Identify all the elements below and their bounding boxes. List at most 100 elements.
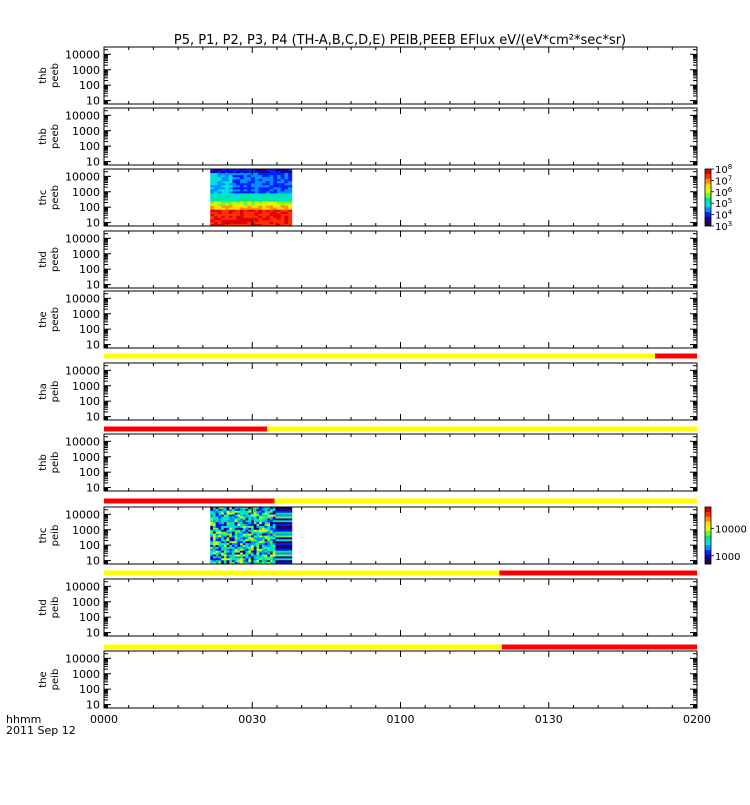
spectrogram-cell <box>270 507 274 510</box>
spectrogram-cell <box>276 221 282 225</box>
spectrogram-cell <box>264 552 268 555</box>
spectrogram-cell <box>221 537 225 540</box>
spectrogram-cell <box>231 539 236 542</box>
panel-product-label: peeb <box>50 247 61 272</box>
spectrogram-cell <box>280 187 285 190</box>
spectrogram-cell <box>243 169 248 172</box>
spectrogram-cell <box>245 520 249 523</box>
spectrogram-cell <box>270 539 274 542</box>
spectrogram-cell <box>269 191 274 194</box>
spectrogram-cell <box>289 552 293 555</box>
spectrogram-cell <box>261 548 266 552</box>
spectrogram-cell <box>221 197 226 200</box>
x-tick-label: 0200 <box>683 713 711 726</box>
spectrogram-cell <box>273 215 278 219</box>
spectrogram-cell <box>288 169 293 172</box>
spectrogram-cell <box>236 199 241 202</box>
spectrogram-cell <box>240 520 244 523</box>
spectrogram-cell <box>276 207 282 211</box>
spectrogram-cell <box>267 558 271 561</box>
spectrogram-cell <box>239 185 245 188</box>
spectrogram-cell <box>269 187 274 190</box>
spectrogram-cell <box>280 548 285 552</box>
spectrogram-cell <box>232 217 237 221</box>
spectrogram-cell <box>210 209 215 213</box>
spectrogram-cell <box>280 175 285 178</box>
spectrogram-cell <box>284 179 289 182</box>
spectrogram-cell <box>242 548 246 552</box>
y-tick-label: 100 <box>79 263 100 276</box>
spectrogram-cell <box>231 510 236 514</box>
spectrogram-cell <box>223 537 227 540</box>
spectrogram-cell <box>251 201 256 205</box>
spectrogram-cell <box>278 554 282 557</box>
spectrogram-cell <box>242 507 246 510</box>
spectrogram-cell <box>276 213 282 217</box>
spectrogram-cell <box>245 548 249 552</box>
spectrogram-cell <box>226 529 230 533</box>
spectrogram-cell <box>242 537 246 540</box>
spectrogram-cell <box>286 554 290 557</box>
spectrogram-cell <box>218 535 222 538</box>
spectrogram-cell <box>288 179 293 182</box>
y-tick-label: 1000 <box>72 125 100 138</box>
spectrogram-cell <box>264 537 268 540</box>
spectrogram-cell <box>213 207 219 211</box>
spectrogram-cell <box>251 197 256 200</box>
spectrogram-cell <box>228 181 233 184</box>
spectrogram-cell <box>232 173 237 176</box>
spectrogram-cell <box>240 550 244 553</box>
spectrogram-cell <box>210 535 214 538</box>
spectrogram-cell <box>275 520 279 523</box>
spectrogram-cell <box>242 554 246 557</box>
spectrogram-cell <box>223 507 227 510</box>
spectrogram-cell <box>225 197 230 200</box>
spectrogram-cell <box>272 541 276 544</box>
spectrogram-cell <box>242 529 246 533</box>
spectrogram-cell <box>259 514 263 517</box>
spectrogram-cell <box>212 543 217 546</box>
spectrogram-cell <box>221 193 226 196</box>
spectrogram-cell <box>273 185 278 188</box>
spectrogram-cell <box>265 207 270 211</box>
spectrogram-cell <box>243 171 248 174</box>
spectrogram-cell <box>234 533 238 536</box>
spectrogram-cell <box>261 535 266 538</box>
spectrogram-cell <box>270 522 274 525</box>
spectrogram-cell <box>272 508 276 512</box>
spectrogram-cell <box>247 199 252 202</box>
spectrogram-cell <box>269 213 274 217</box>
spectrogram-cell <box>218 554 222 557</box>
spectrogram-cell <box>272 539 276 542</box>
spectrogram-cell <box>275 543 279 546</box>
spectrogram-cell <box>212 548 217 552</box>
spectrogram-cell <box>262 213 267 217</box>
panel-frame <box>103 107 698 166</box>
colorbar-swatch <box>705 169 711 175</box>
spectrogram-cell <box>237 507 241 510</box>
spectrogram-cell <box>272 552 276 555</box>
spectrogram-cell <box>237 537 241 540</box>
spectrogram-cell <box>210 527 214 531</box>
spectrogram-cell <box>229 510 233 514</box>
y-tick-label: 1000 <box>72 380 100 393</box>
spectrogram-cell <box>226 512 230 515</box>
spectrogram-cell <box>261 507 266 510</box>
mode-bar-segment <box>501 644 697 650</box>
y-tick-label: 10000 <box>65 48 100 61</box>
spectrogram-cell <box>278 520 282 523</box>
spectrogram-cell <box>262 193 267 196</box>
spectrogram-cell <box>245 514 249 517</box>
spectrogram-cell <box>288 195 293 198</box>
spectrogram-cell <box>229 512 233 515</box>
spectrogram-cell <box>284 195 289 198</box>
spectrogram-cell <box>265 197 270 200</box>
spectrogram-cell <box>251 213 256 217</box>
spectrogram-cell <box>231 512 236 515</box>
mode-bar <box>104 644 697 650</box>
spectrogram-cell <box>213 213 219 217</box>
spectrogram-cell <box>288 185 293 188</box>
spectrogram-cell <box>258 211 263 215</box>
